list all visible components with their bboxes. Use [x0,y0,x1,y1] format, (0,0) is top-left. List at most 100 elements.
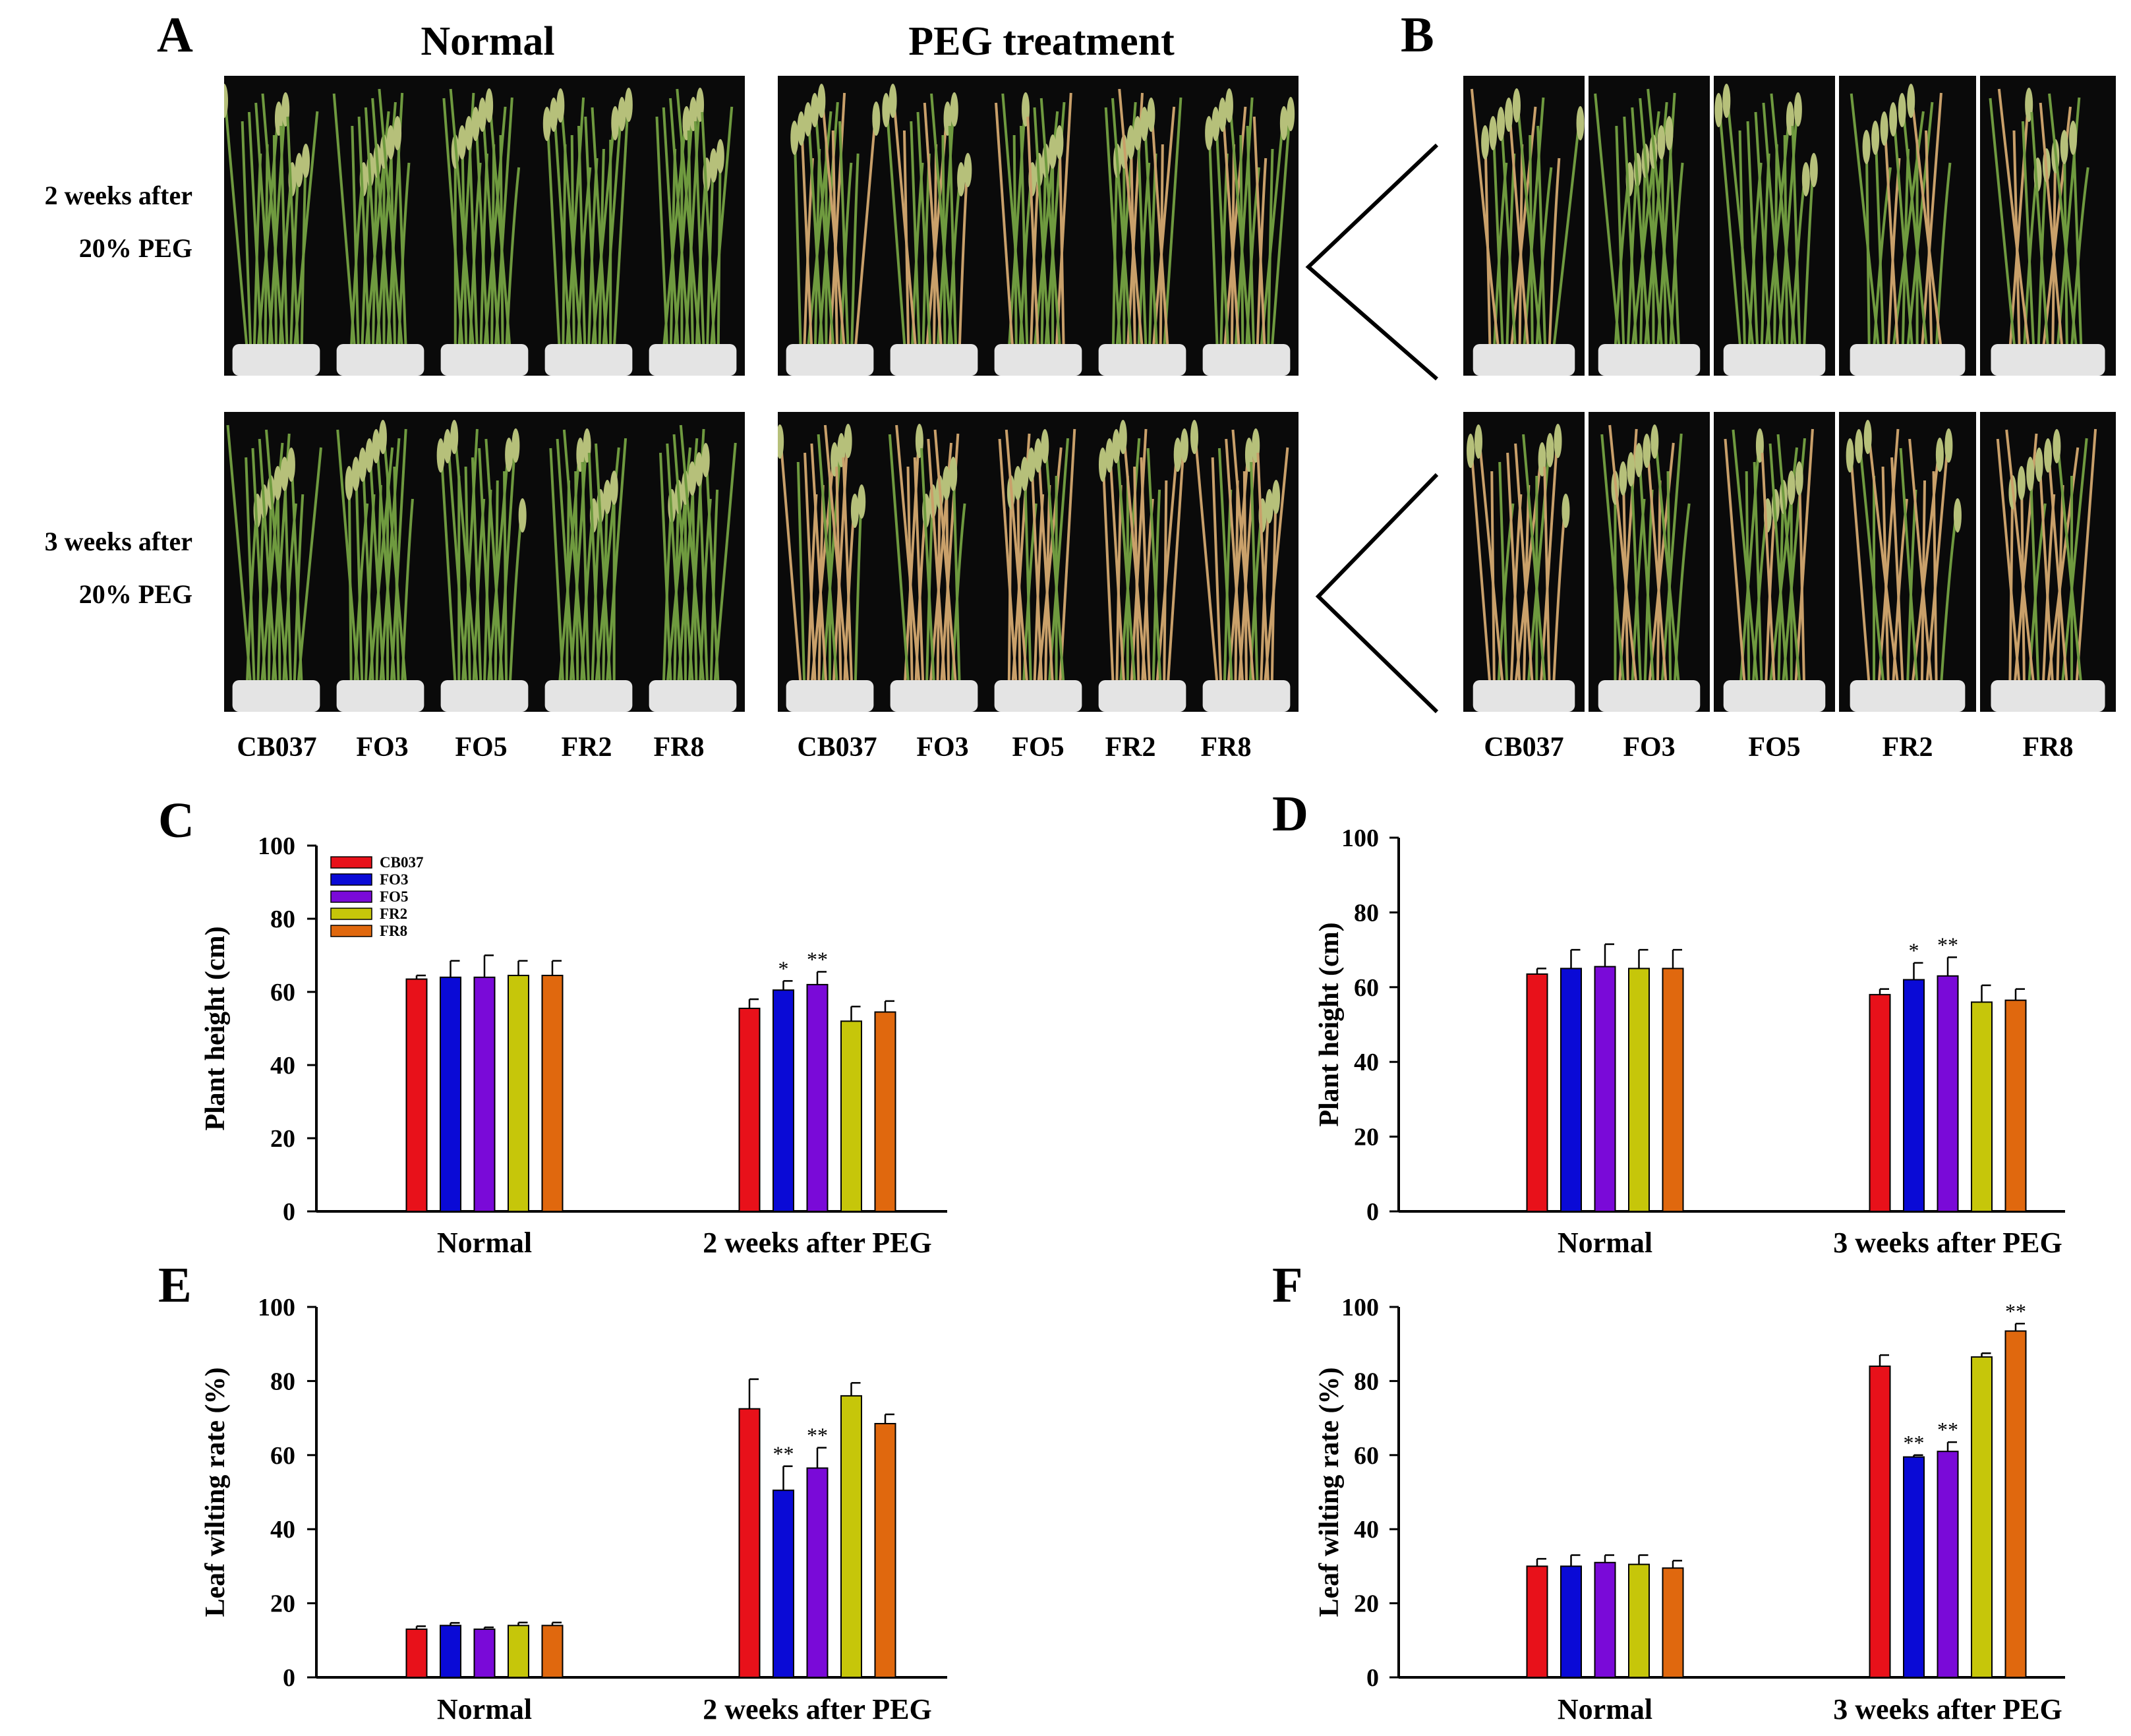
stem [581,461,590,686]
stem [1892,107,1914,350]
stem [361,452,374,686]
wheat-ear [280,457,289,491]
significance-mark: ** [1904,1431,1925,1455]
wheat-ear [556,88,565,123]
significance-mark: * [778,956,789,980]
wheat-ear [478,98,486,132]
wheat-ear [1787,471,1795,505]
variety-label: CB037 [797,732,877,763]
wheat-ear [511,428,520,463]
stem [1108,443,1126,686]
stem [930,93,954,350]
stem [1754,111,1772,350]
y-tick-label: 80 [270,906,295,933]
y-tick-label: 40 [1354,1516,1379,1544]
stem [920,448,935,686]
stem [2030,111,2049,350]
stem [895,424,921,686]
wheat-ear [1034,438,1042,473]
stem [916,111,932,350]
stem [1989,98,2016,350]
stem [655,116,669,350]
stem [679,424,705,686]
pot [1850,344,1966,376]
variety-label: FR8 [2022,732,2074,763]
plant-pot [436,420,529,712]
wheat-ear [603,480,612,514]
stem [1037,443,1055,686]
stem [446,434,468,686]
stem [948,125,958,350]
y-tick-label: 80 [270,1368,295,1395]
stem [1140,457,1152,686]
variety-label: FR2 [561,732,612,763]
stem [378,88,404,350]
stem [676,88,702,350]
zoom-connector-top [1305,143,1439,381]
plant-pot [1991,428,2105,712]
wheat-ear [1512,88,1521,123]
bar-fr8 [1662,1567,1684,1678]
variety-label: FO5 [1012,732,1065,763]
stem [279,125,289,350]
wheat-ear [1218,98,1227,132]
wheat-ear [1846,438,1854,473]
wheat-ear [1855,429,1863,463]
stem [1005,429,1029,686]
column-title-normal: Normal [421,19,555,64]
pot [890,680,978,712]
stem [587,452,601,686]
stem [927,438,947,686]
zoom-photo-fr2 [1839,76,1976,376]
row-label-line-2: 20% PEG [78,579,192,609]
stem [1857,434,1885,686]
bar-fr8 [541,1625,564,1679]
wheat-ear [1119,420,1127,454]
stem [1250,461,1259,686]
wheat-ear [505,438,513,472]
stem [336,429,360,686]
plant-pot [332,88,424,376]
wheat-ear [1871,121,1880,155]
stem [2039,102,2064,350]
wheat-ear [394,116,402,150]
photo-normal-3-weeks [224,412,745,712]
stem [1732,429,1759,686]
panel-letter-b: B [1401,7,1434,63]
stem [1039,98,1062,350]
variety-label: FR8 [653,732,705,763]
zoom-connector-bottom [1315,473,1439,714]
stem [803,452,817,686]
stem [439,443,457,686]
pot [786,680,874,712]
stem [1762,102,1784,350]
stem [591,107,608,350]
pot [1723,344,1826,376]
wheat-ear [2044,438,2052,473]
stem [254,102,274,350]
y-tick-label: 60 [1354,974,1379,1002]
variety-label: FR8 [1200,732,1252,763]
stem [1217,448,1233,686]
y-axis-label: Leaf wilting rate (%) [200,1367,231,1617]
stem [1724,438,1746,686]
wheat-ear [1505,98,1513,132]
y-tick-label: 40 [270,1516,295,1544]
pot [890,344,978,376]
stem [913,457,925,686]
stem [800,116,813,350]
wheat-ear [518,498,527,533]
stem [442,98,464,350]
pot [1202,344,1291,376]
bar-fo3 [1560,968,1582,1212]
pot [232,344,320,376]
bar-fo5 [1594,966,1616,1212]
stem [1146,448,1162,686]
stem [1753,461,1763,686]
pot [994,680,1082,712]
stem [1159,144,1164,350]
bar-fo3 [773,1490,794,1678]
wheat-ear [688,461,697,496]
variety-label: FO3 [1623,732,1676,763]
